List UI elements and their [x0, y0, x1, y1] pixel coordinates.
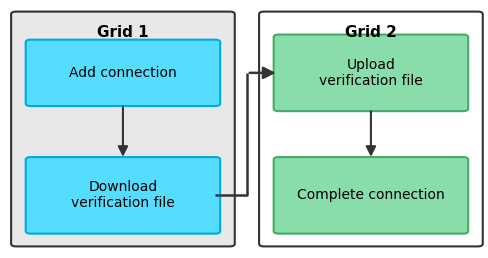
Text: Grid 2: Grid 2: [344, 25, 396, 39]
FancyBboxPatch shape: [26, 40, 220, 106]
FancyBboxPatch shape: [26, 157, 220, 234]
Text: Download
verification file: Download verification file: [71, 180, 175, 211]
FancyBboxPatch shape: [273, 157, 467, 234]
Text: Add connection: Add connection: [69, 66, 177, 80]
FancyBboxPatch shape: [259, 12, 482, 246]
Text: Grid 1: Grid 1: [97, 25, 148, 39]
Text: Complete connection: Complete connection: [296, 188, 444, 202]
Text: Upload
verification file: Upload verification file: [318, 58, 422, 88]
FancyBboxPatch shape: [11, 12, 234, 246]
FancyBboxPatch shape: [273, 35, 467, 111]
